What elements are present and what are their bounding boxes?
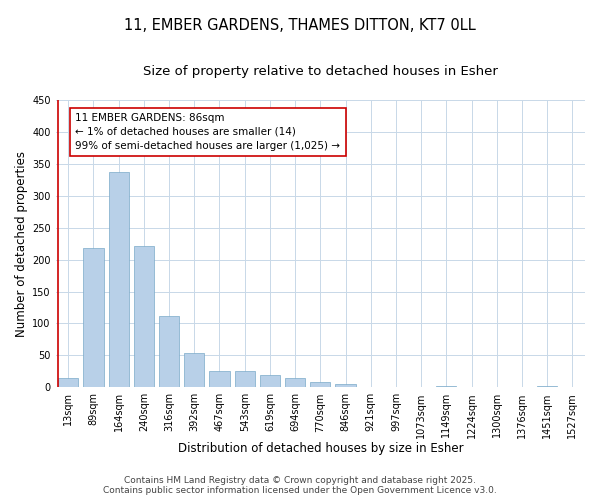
Bar (285, 378, 305, 388)
Bar (134, 246, 154, 388)
Bar (109, 172, 129, 388)
Bar (436, 386, 457, 388)
Text: 11 EMBER GARDENS: 86sqm
← 1% of detached houses are smaller (14)
99% of semi-det: 11 EMBER GARDENS: 86sqm ← 1% of detached… (76, 113, 340, 151)
Bar (260, 375, 280, 388)
Bar (209, 370, 230, 388)
Bar (537, 386, 557, 388)
X-axis label: Distribution of detached houses by size in Esher: Distribution of detached houses by size … (178, 442, 463, 455)
Title: Size of property relative to detached houses in Esher: Size of property relative to detached ho… (143, 65, 498, 78)
Bar (235, 372, 255, 388)
Bar (184, 353, 205, 388)
Bar (83, 248, 104, 388)
Bar (310, 382, 331, 388)
Text: 11, EMBER GARDENS, THAMES DITTON, KT7 0LL: 11, EMBER GARDENS, THAMES DITTON, KT7 0L… (124, 18, 476, 32)
Bar (159, 316, 179, 388)
Text: Contains HM Land Registry data © Crown copyright and database right 2025.
Contai: Contains HM Land Registry data © Crown c… (103, 476, 497, 495)
Bar (58, 378, 79, 388)
Bar (335, 384, 356, 388)
Y-axis label: Number of detached properties: Number of detached properties (15, 150, 28, 336)
